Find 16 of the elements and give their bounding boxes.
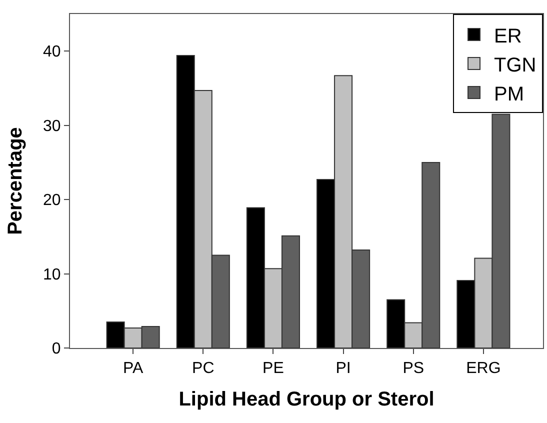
y-axis-title: Percentage bbox=[4, 127, 27, 235]
x-tick-label: PA bbox=[122, 360, 144, 378]
y-tick-label: 30 bbox=[43, 118, 61, 135]
x-tick-label: ERG bbox=[466, 360, 501, 378]
x-axis-title: Lipid Head Group or Sterol bbox=[178, 388, 434, 411]
x-tick-label: PS bbox=[402, 360, 424, 378]
y-tick-label: 40 bbox=[43, 44, 61, 61]
legend-label: PM bbox=[494, 83, 524, 106]
x-tick-label: PI bbox=[336, 360, 351, 378]
legend-label: TGN bbox=[494, 54, 536, 76]
y-tick-label: 20 bbox=[43, 192, 61, 210]
x-tick-label: PC bbox=[192, 360, 214, 378]
x-tick-label: PE bbox=[262, 360, 284, 378]
y-tick-label: 0 bbox=[52, 340, 61, 358]
y-tick-label: 10 bbox=[43, 266, 61, 284]
legend-label: ER bbox=[494, 25, 522, 48]
